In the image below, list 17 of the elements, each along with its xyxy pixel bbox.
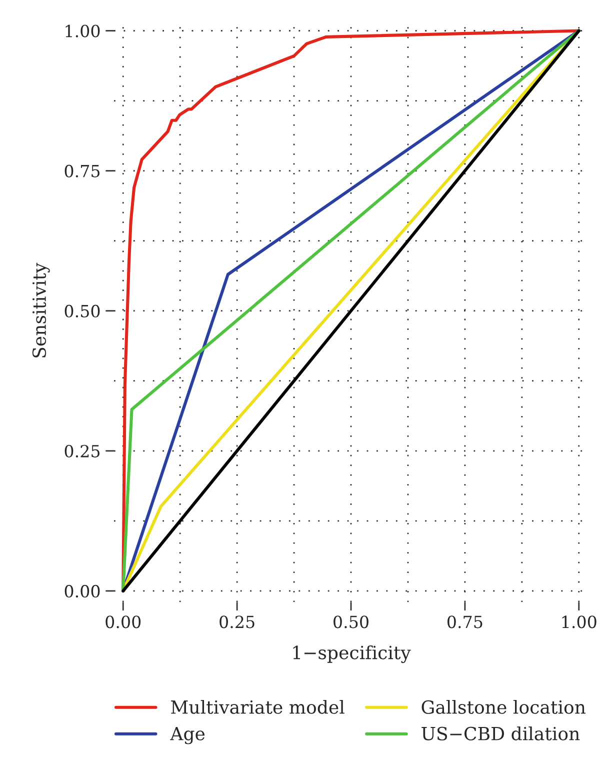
x-tick-label: 0.50 [334,616,368,628]
x-tick-label: 0.25 [220,616,254,628]
legend-label: Age [170,727,205,744]
legend-label: US−CBD dilation [422,726,580,740]
y-tick-label: 1.00 [66,24,100,38]
y-tick-label: 0.75 [64,164,100,178]
x-tick-label: 0.75 [447,616,482,628]
y-axis-title: Sensitivity [32,262,50,358]
legend-label: Gallstone location [422,700,586,714]
x-axis-title: 1−specificity [293,645,411,664]
line-series [122,29,580,592]
y-tick-label: 0.00 [64,584,100,598]
legend-label: Multivariate model [171,700,344,714]
y-tick-label: 0.25 [64,444,100,458]
x-tick-label: 0.00 [106,616,141,628]
y-tick-label: 0.50 [64,304,100,318]
x-tick-label: 1.00 [562,616,596,628]
